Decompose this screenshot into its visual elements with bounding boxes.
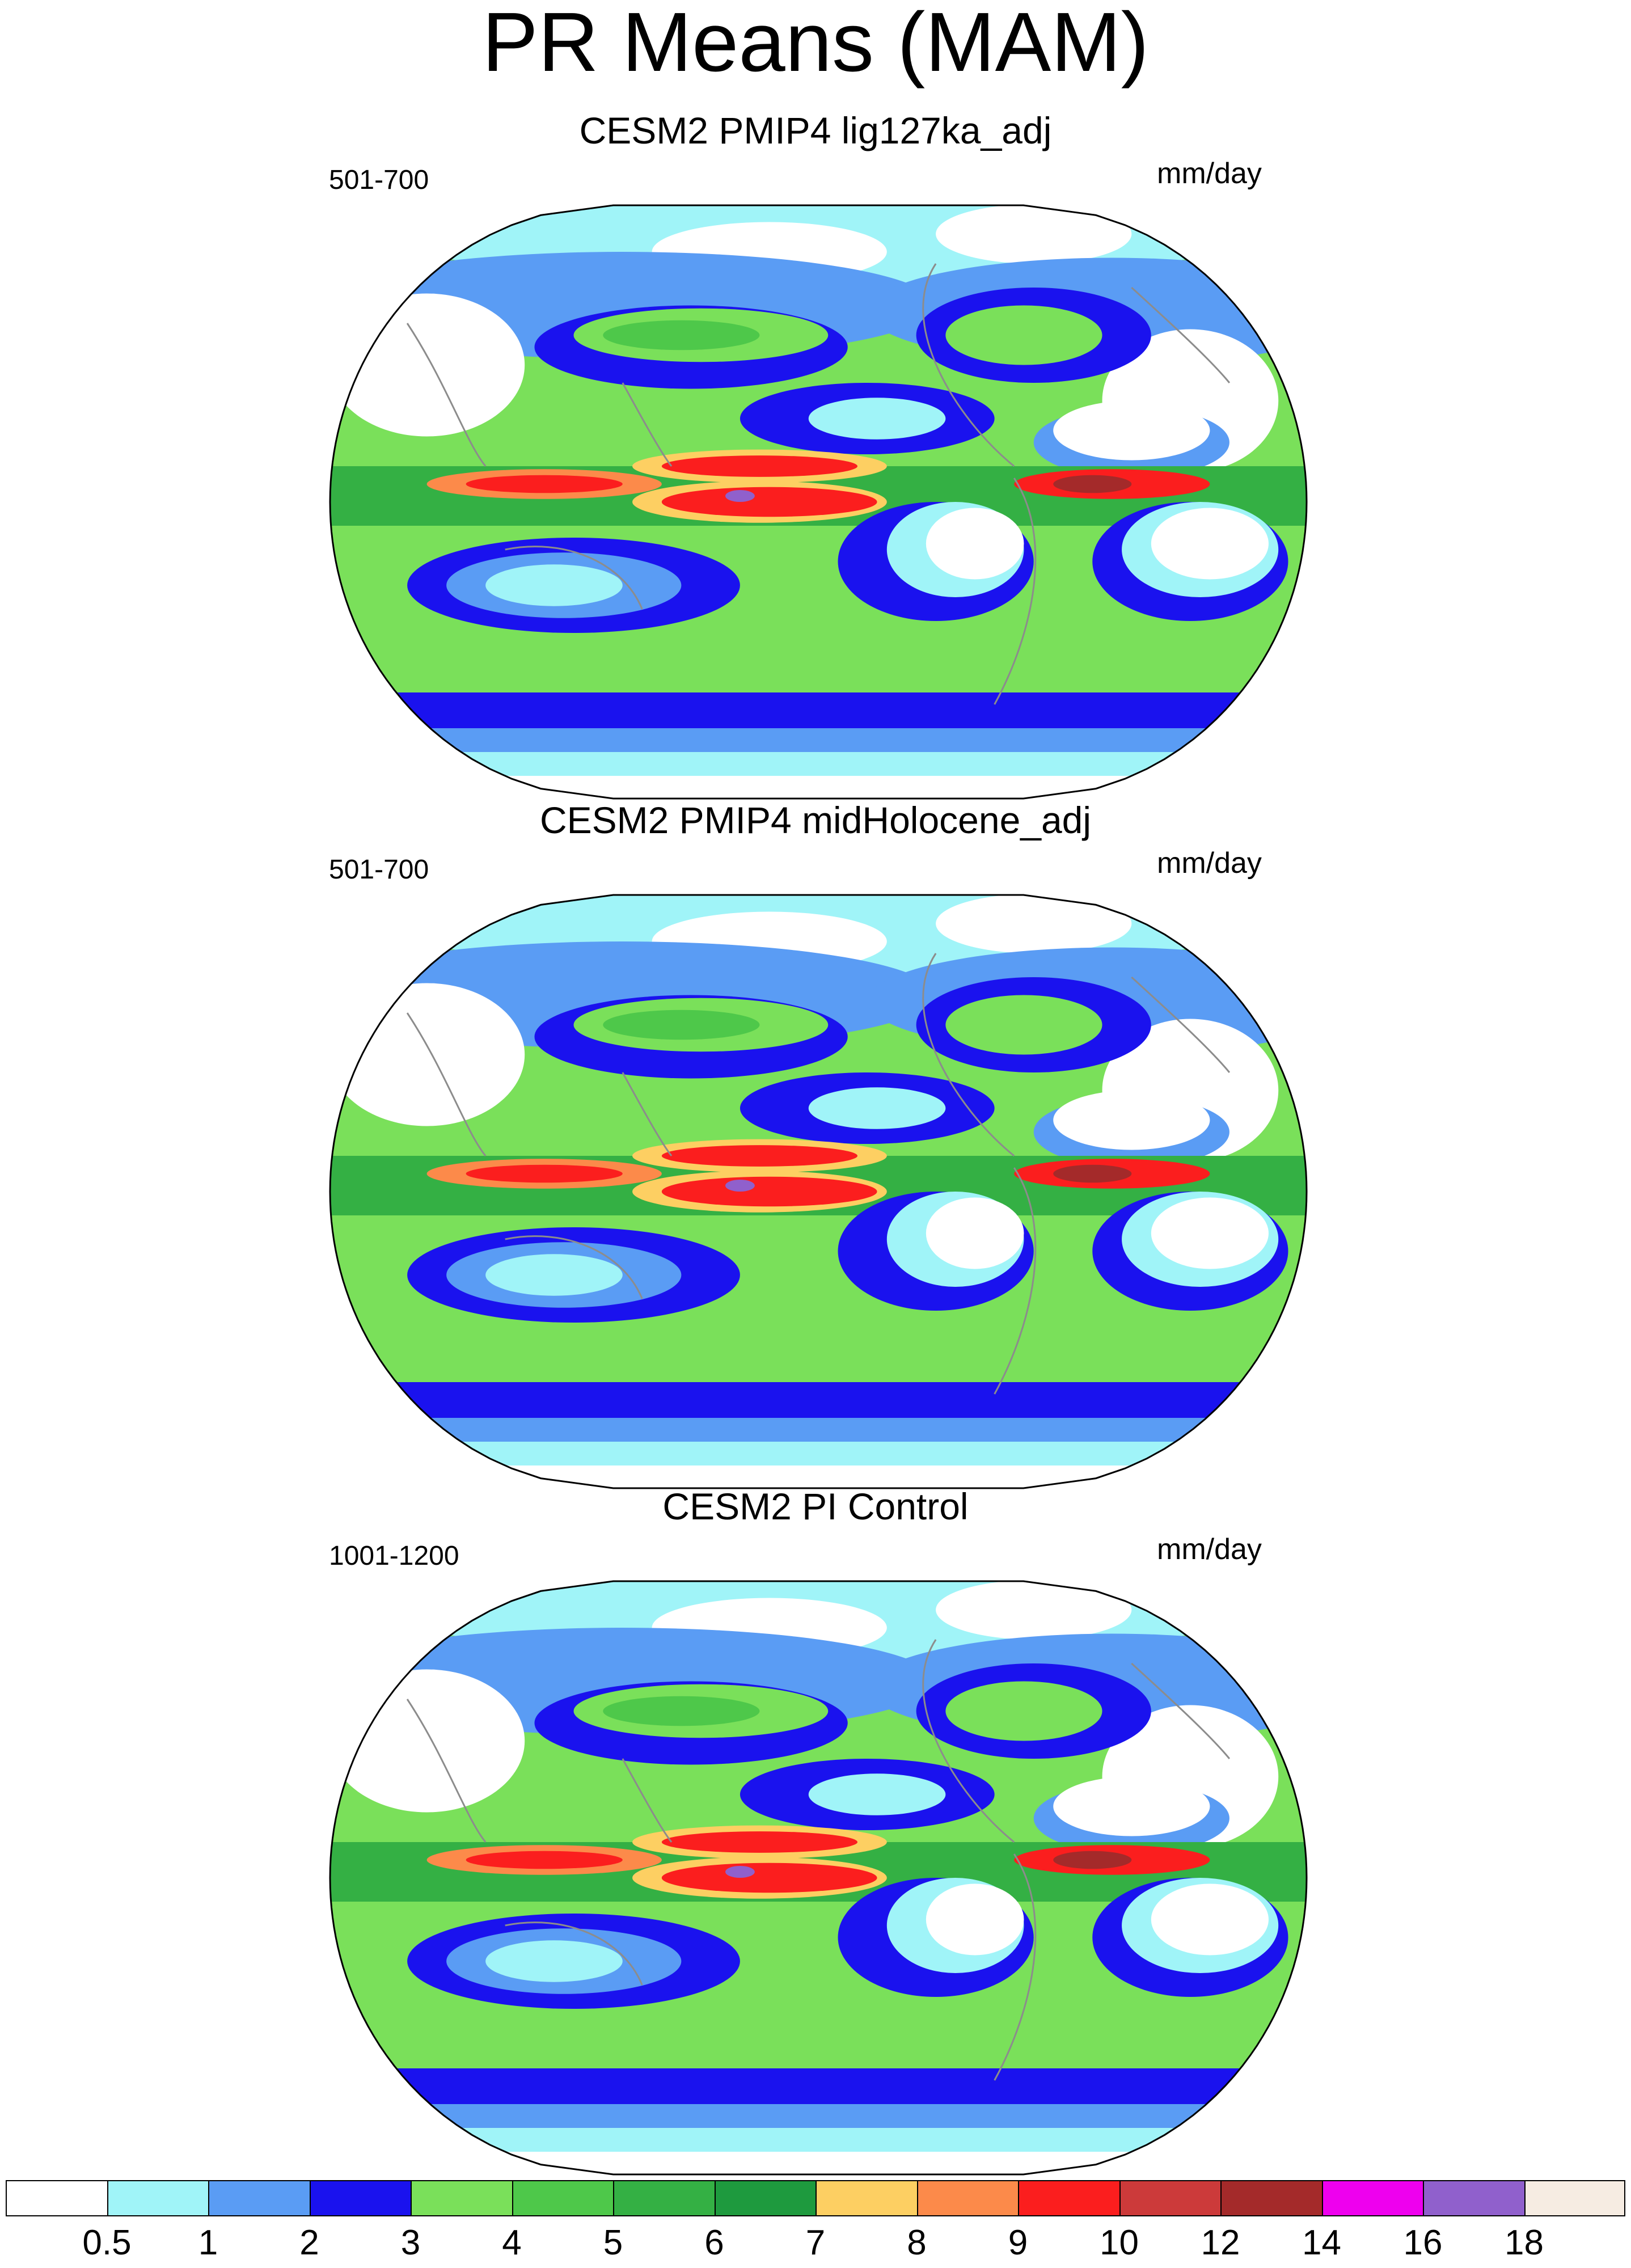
colorbar-swatch (208, 2180, 310, 2216)
contour-fields (330, 205, 1307, 799)
colorbar-tick-label: 6 (704, 2223, 724, 2262)
period-label: 501-700 (329, 165, 429, 195)
units-label: mm/day (1157, 157, 1262, 190)
figure-title: PR Means (MAM) (482, 0, 1149, 89)
coastlines (406, 1639, 1231, 2081)
precipitation-map (329, 1580, 1308, 2176)
map-outline (329, 204, 1308, 800)
colorbar (6, 2180, 1625, 2219)
colorbar-swatch (411, 2180, 512, 2216)
colorbar-swatch (6, 2180, 107, 2216)
colorbar-tick-label: 14 (1302, 2223, 1341, 2262)
colorbar-swatch (1423, 2180, 1524, 2216)
colorbar-tick-label: 18 (1505, 2223, 1544, 2262)
colorbar-tick-label: 12 (1201, 2223, 1240, 2262)
map-panel-1: CESM2 PMIP4 lig127ka_adj 501-700 mm/day (0, 108, 1631, 805)
colorbar-tick-label: 8 (907, 2223, 927, 2262)
map-panel-3: CESM2 PI Control 1001-1200 mm/day (0, 1484, 1631, 2181)
contour-fields (330, 895, 1307, 1488)
colorbar-swatch (107, 2180, 208, 2216)
colorbar-tick-label: 9 (1008, 2223, 1028, 2262)
panel-title: CESM2 PMIP4 midHolocene_adj (539, 799, 1092, 841)
precipitation-map (329, 204, 1308, 800)
panel-title: CESM2 PI Control (662, 1485, 969, 1527)
colorbar-swatch (1220, 2180, 1322, 2216)
period-label: 1001-1200 (329, 1541, 459, 1571)
colorbar-swatch (512, 2180, 613, 2216)
period-label: 501-700 (329, 855, 429, 885)
panel-title: CESM2 PMIP4 lig127ka_adj (579, 109, 1052, 151)
colorbar-swatch (1321, 2180, 1423, 2216)
map-outline (329, 894, 1308, 1489)
colorbar-swatch (714, 2180, 815, 2216)
colorbar-tick-label: 4 (502, 2223, 522, 2262)
colorbar-swatch (613, 2180, 715, 2216)
units-label: mm/day (1157, 847, 1262, 880)
colorbar-tick-label: 5 (603, 2223, 623, 2262)
colorbar-tick-label: 2 (299, 2223, 319, 2262)
colorbar-tick-label: 1 (198, 2223, 218, 2262)
precipitation-map (329, 894, 1308, 1489)
colorbar-tick-label: 7 (805, 2223, 826, 2262)
colorbar-tick-label: 16 (1403, 2223, 1443, 2262)
units-label: mm/day (1157, 1533, 1262, 1566)
colorbar-labels: 0.5 1 2 3 4 5 6 7 8 9 10 12 14 16 18 (6, 2223, 1625, 2263)
colorbar-swatch (1524, 2180, 1625, 2216)
coastlines (406, 263, 1231, 705)
colorbar-swatch (1119, 2180, 1220, 2216)
map-panel-2: CESM2 PMIP4 midHolocene_adj 501-700 mm/d… (0, 797, 1631, 1495)
map-outline (329, 1580, 1308, 2176)
coastlines (406, 953, 1231, 1395)
colorbar-swatch (309, 2180, 411, 2216)
colorbar-tick-label: 0.5 (82, 2223, 132, 2262)
colorbar-tick-label: 3 (400, 2223, 421, 2262)
colorbar-tick-label: 10 (1100, 2223, 1139, 2262)
colorbar-swatch (916, 2180, 1018, 2216)
colorbar-swatch (1018, 2180, 1119, 2216)
colorbar-swatch (815, 2180, 917, 2216)
contour-fields (330, 1581, 1307, 2174)
